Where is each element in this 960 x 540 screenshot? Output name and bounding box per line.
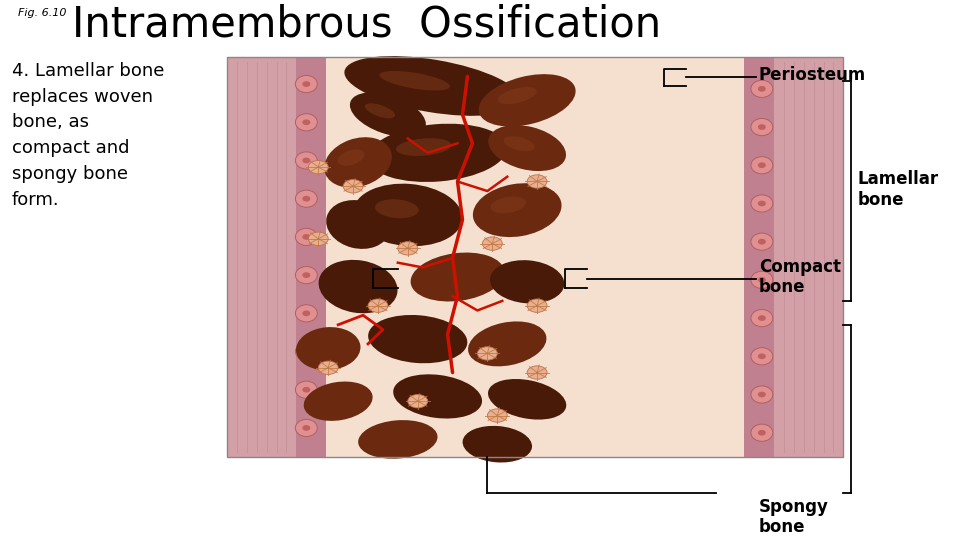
Ellipse shape	[408, 395, 428, 408]
Ellipse shape	[757, 354, 766, 359]
Ellipse shape	[488, 409, 507, 422]
Ellipse shape	[302, 196, 310, 201]
Ellipse shape	[296, 76, 318, 93]
Ellipse shape	[343, 180, 363, 193]
Ellipse shape	[490, 260, 564, 303]
Text: Periosteum: Periosteum	[759, 66, 866, 84]
Bar	[326, 57, 744, 457]
Ellipse shape	[751, 157, 773, 174]
Bar	[227, 57, 844, 457]
Ellipse shape	[491, 197, 526, 213]
Ellipse shape	[296, 114, 318, 131]
Ellipse shape	[477, 347, 497, 360]
Ellipse shape	[302, 272, 310, 278]
Ellipse shape	[757, 86, 766, 92]
Text: Fig. 6.10: Fig. 6.10	[18, 8, 66, 18]
Ellipse shape	[757, 124, 766, 130]
Bar	[774, 57, 844, 457]
Text: 4. Lamellar bone
replaces woven
bone, as
compact and
spongy bone
form.: 4. Lamellar bone replaces woven bone, as…	[12, 62, 164, 208]
Ellipse shape	[482, 237, 502, 250]
Ellipse shape	[302, 119, 310, 125]
Ellipse shape	[757, 163, 766, 168]
Ellipse shape	[308, 160, 328, 174]
Ellipse shape	[302, 234, 310, 240]
Ellipse shape	[751, 386, 773, 403]
Ellipse shape	[751, 424, 773, 441]
Ellipse shape	[751, 348, 773, 365]
Bar	[227, 57, 297, 457]
Ellipse shape	[369, 124, 507, 182]
Text: Compact
bone: Compact bone	[759, 258, 841, 296]
Ellipse shape	[489, 125, 566, 171]
Text: Intramembrous  Ossification: Intramembrous Ossification	[72, 4, 660, 46]
Ellipse shape	[504, 137, 535, 151]
Ellipse shape	[394, 374, 482, 418]
Ellipse shape	[365, 103, 395, 118]
Ellipse shape	[751, 233, 773, 250]
Ellipse shape	[349, 92, 426, 137]
Ellipse shape	[463, 426, 532, 462]
Bar	[227, 57, 844, 457]
Ellipse shape	[473, 183, 562, 237]
Ellipse shape	[751, 195, 773, 212]
Text: Lamellar
bone: Lamellar bone	[857, 170, 939, 208]
Ellipse shape	[527, 175, 547, 188]
Ellipse shape	[296, 152, 318, 169]
Ellipse shape	[498, 87, 537, 104]
Ellipse shape	[488, 379, 566, 420]
Ellipse shape	[479, 74, 576, 126]
Ellipse shape	[751, 80, 773, 97]
Ellipse shape	[411, 253, 504, 301]
Ellipse shape	[296, 420, 318, 436]
Ellipse shape	[296, 190, 318, 207]
Ellipse shape	[397, 242, 418, 255]
Ellipse shape	[368, 299, 388, 312]
Ellipse shape	[302, 349, 310, 354]
Ellipse shape	[296, 228, 318, 246]
Ellipse shape	[308, 232, 328, 246]
Text: Spongy
bone: Spongy bone	[759, 498, 828, 536]
Ellipse shape	[302, 425, 310, 431]
Ellipse shape	[751, 309, 773, 327]
Ellipse shape	[358, 420, 438, 459]
Ellipse shape	[302, 387, 310, 393]
Ellipse shape	[757, 200, 766, 206]
Ellipse shape	[319, 361, 338, 374]
Ellipse shape	[319, 260, 397, 313]
Ellipse shape	[338, 150, 365, 166]
Ellipse shape	[757, 392, 766, 397]
Ellipse shape	[379, 71, 450, 91]
Ellipse shape	[396, 138, 451, 156]
Ellipse shape	[324, 137, 392, 187]
Ellipse shape	[296, 327, 361, 370]
Ellipse shape	[751, 271, 773, 288]
Ellipse shape	[757, 277, 766, 283]
Ellipse shape	[302, 81, 310, 87]
Ellipse shape	[296, 381, 318, 399]
Ellipse shape	[345, 56, 521, 116]
Ellipse shape	[527, 299, 547, 312]
Ellipse shape	[751, 118, 773, 136]
Ellipse shape	[302, 158, 310, 163]
Ellipse shape	[368, 315, 468, 363]
Ellipse shape	[326, 200, 390, 249]
Ellipse shape	[757, 315, 766, 321]
Ellipse shape	[296, 343, 318, 360]
Ellipse shape	[527, 366, 547, 379]
Bar	[297, 57, 326, 457]
Ellipse shape	[303, 382, 372, 421]
Ellipse shape	[296, 305, 318, 322]
Ellipse shape	[757, 430, 766, 436]
Ellipse shape	[302, 310, 310, 316]
Ellipse shape	[757, 239, 766, 245]
Ellipse shape	[353, 184, 463, 246]
Ellipse shape	[375, 199, 419, 218]
Ellipse shape	[296, 267, 318, 284]
Bar	[744, 57, 774, 457]
Ellipse shape	[468, 321, 546, 366]
